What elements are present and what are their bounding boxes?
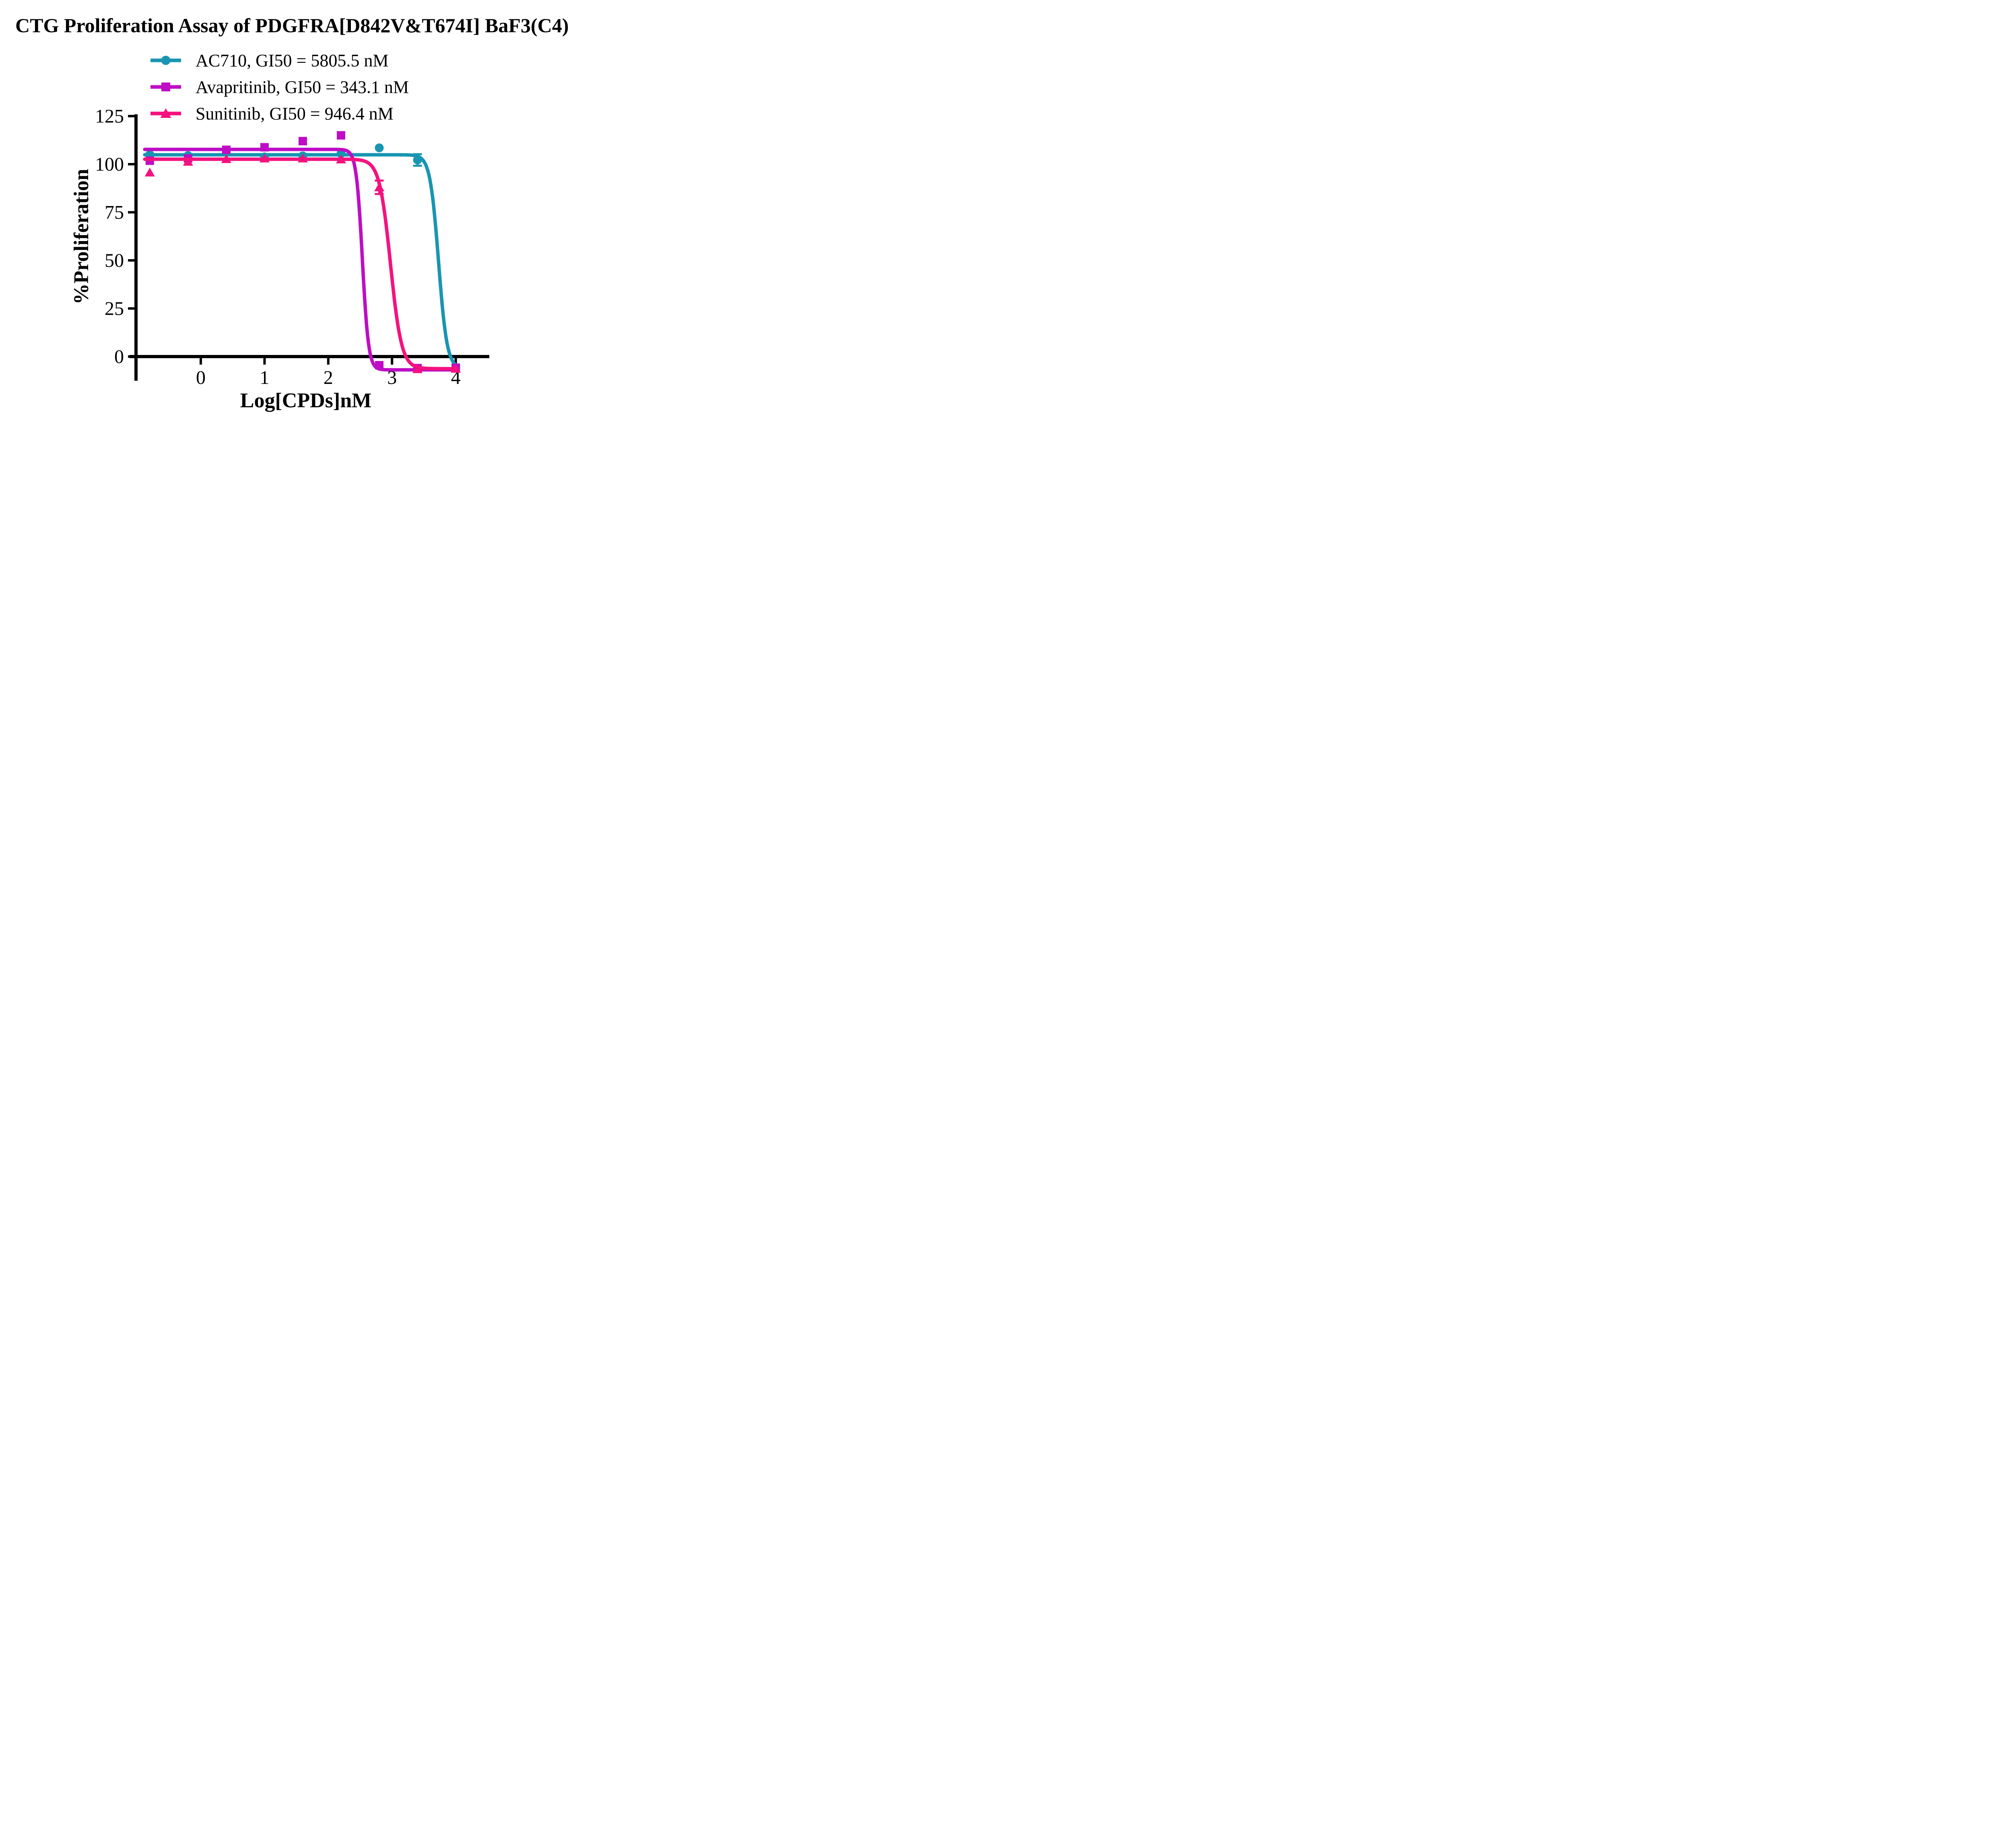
avapritinib-square-marker-icon: [150, 82, 181, 91]
ac710-fit-curve: [143, 153, 458, 367]
sunitinib-point: [374, 182, 385, 192]
y-tick-label: 50: [105, 250, 124, 271]
sunitinib-point: [259, 153, 270, 163]
x-axis-title: Log[CPDs]nM: [240, 389, 372, 412]
sunitinib-point: [144, 167, 155, 177]
y-tick-label: 0: [114, 346, 124, 367]
sunitinib-point: [221, 154, 231, 163]
legend-label-sunitinib: Sunitinib, GI50 = 946.4 nM: [196, 103, 394, 124]
x-tick-label: 0: [196, 367, 206, 388]
x-tick-label: 2: [324, 367, 333, 388]
y-tick-label: 125: [95, 106, 124, 127]
sunitinib-fit-curve: [143, 157, 458, 371]
ac710-circle-marker-icon: [150, 56, 181, 65]
y-tick-label: 100: [95, 154, 124, 175]
sunitinib-triangle-marker-icon: [150, 108, 181, 118]
y-tick-label: 75: [105, 202, 124, 223]
y-tick-label: 25: [105, 298, 124, 320]
legend-item-avapritinib: Avapritinib, GI50 = 343.1 nM: [150, 76, 409, 97]
sunitinib-point: [412, 364, 423, 373]
chart-title: CTG Proliferation Assay of PDGFRA[D842V&…: [15, 14, 569, 37]
legend-item-ac710: AC710, GI50 = 5805.5 nM: [150, 50, 409, 71]
sunitinib-point: [451, 364, 461, 373]
avapritinib-fit-curve: [143, 147, 458, 372]
avapritinib-point: [375, 361, 384, 370]
avapritinib-point: [260, 143, 269, 152]
sunitinib-point: [336, 155, 346, 164]
ac710-point: [375, 143, 384, 153]
x-tick-label: 1: [260, 367, 269, 388]
legend-item-sunitinib: Sunitinib, GI50 = 946.4 nM: [150, 103, 409, 124]
avapritinib-point: [298, 137, 307, 146]
legend-label-avapritinib: Avapritinib, GI50 = 343.1 nM: [196, 77, 409, 97]
legend: AC710, GI50 = 5805.5 nM Avapritinib, GI5…: [150, 50, 409, 130]
avapritinib-point: [222, 145, 231, 154]
avapritinib-point: [336, 131, 345, 140]
sunitinib-point: [183, 157, 193, 166]
sunitinib-point: [297, 153, 308, 163]
legend-label-ac710: AC710, GI50 = 5805.5 nM: [196, 50, 389, 70]
ac710-point: [413, 155, 422, 165]
figure: CTG Proliferation Assay of PDGFRA[D842V&…: [0, 0, 622, 425]
